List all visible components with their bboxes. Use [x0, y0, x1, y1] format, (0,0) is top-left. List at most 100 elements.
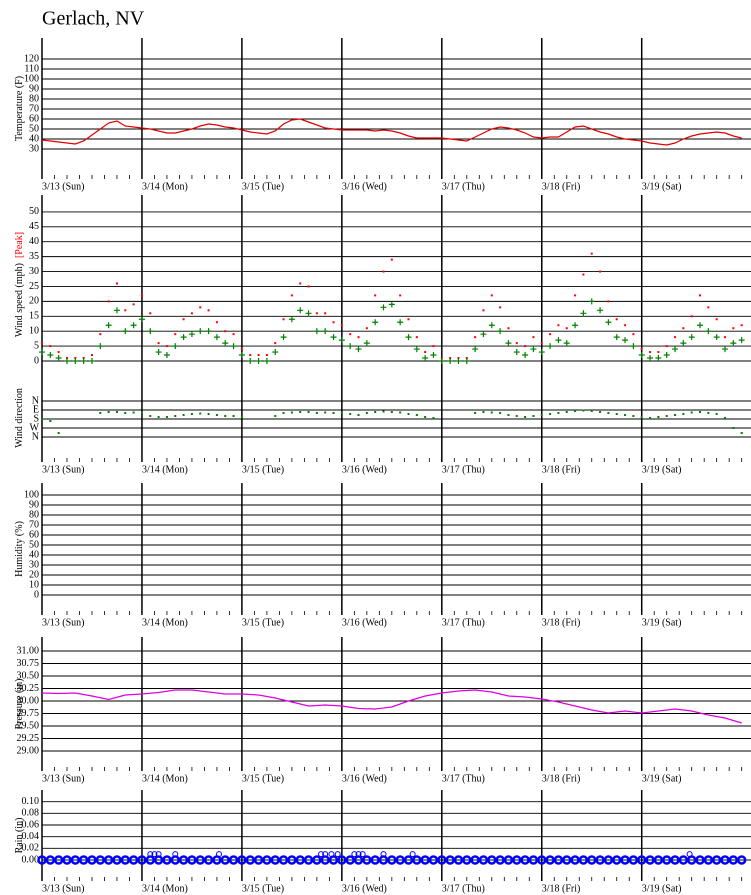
y-tick-label: 50	[29, 123, 39, 134]
dot-mark	[432, 345, 435, 348]
dot-mark	[357, 414, 360, 416]
wind-speed-mark	[405, 334, 412, 341]
rain-mark	[711, 855, 722, 865]
dot-mark	[499, 306, 502, 309]
rain-mark	[645, 855, 655, 865]
dot-mark	[340, 324, 343, 327]
dot-mark	[707, 412, 710, 414]
rain-mark	[203, 855, 214, 865]
wind-speed-mark	[547, 343, 554, 350]
dot-mark	[424, 416, 427, 418]
wind-speed-mark	[380, 304, 387, 311]
wind-speed-mark	[655, 355, 662, 362]
y-tick-label: 100	[24, 73, 39, 84]
rain-mark	[512, 855, 522, 865]
wind-speed-mark	[513, 349, 520, 356]
dot-mark	[640, 416, 643, 418]
wind-speed-mark	[130, 322, 137, 329]
dot-mark	[140, 412, 143, 414]
wind-speed-mark	[55, 355, 62, 362]
wind-speed-mark	[230, 343, 237, 350]
dot-mark	[232, 415, 235, 417]
y-axis-label: Wind direction	[14, 388, 25, 448]
rain-mark	[334, 851, 341, 858]
rain-mark	[720, 855, 730, 865]
dot-mark	[349, 333, 352, 336]
y-axis-title: Rain (in)	[14, 818, 25, 854]
wind-speed-mark	[413, 346, 420, 353]
rain-mark	[628, 855, 639, 865]
dot-mark	[540, 342, 543, 345]
wind-speed-mark	[97, 343, 104, 350]
wind-speed-mark	[347, 343, 354, 350]
y-tick-label: 60	[29, 113, 39, 124]
wind-speed-mark	[72, 358, 79, 364]
dot-mark	[599, 411, 602, 413]
rain-mark	[45, 855, 56, 865]
dot-mark	[140, 294, 143, 297]
wind-speed-mark	[247, 358, 254, 364]
dot-mark	[415, 336, 418, 339]
x-tick-label: 3/16 (Wed)	[342, 464, 387, 475]
y-tick-label: 31.00	[17, 645, 40, 656]
rain-mark	[278, 855, 289, 865]
dot-mark	[682, 327, 685, 330]
dot-mark	[207, 413, 210, 415]
dot-mark	[490, 411, 493, 414]
dot-mark	[299, 411, 302, 413]
rain-mark	[112, 855, 122, 865]
y-tick-label: 120	[24, 53, 39, 64]
dot-mark	[315, 312, 318, 315]
rain-mark	[503, 855, 514, 865]
rain-mark	[686, 855, 697, 865]
rain-mark	[409, 851, 416, 858]
rain-mark	[53, 855, 64, 865]
rain-mark	[520, 855, 530, 865]
wind-speed-mark	[122, 328, 129, 335]
rain-mark	[328, 851, 335, 858]
y-tick-label: 0.10	[22, 796, 40, 807]
rain-mark	[155, 851, 162, 858]
dot-mark	[240, 348, 243, 351]
rain-mark	[545, 855, 555, 865]
wind-speed-mark	[113, 307, 120, 314]
x-tick-label: 3/15 (Tue)	[242, 464, 284, 475]
dot-mark	[474, 336, 477, 339]
rain-mark	[653, 855, 664, 865]
wind-speed-mark	[213, 334, 220, 341]
y-tick-label: 0	[34, 355, 39, 366]
dot-mark	[565, 327, 568, 330]
dot-mark	[332, 412, 335, 414]
wind-speed-mark	[580, 310, 587, 317]
wind-speed-mark	[455, 358, 462, 364]
wind-speed-mark	[680, 340, 687, 347]
rain-mark	[216, 851, 222, 858]
rain-mark	[362, 855, 372, 865]
dot-mark	[307, 411, 310, 413]
dot-mark	[674, 414, 677, 416]
wind-speed-mark	[388, 301, 395, 308]
rain-mark	[245, 855, 255, 865]
page-title: Gerlach, NV	[42, 8, 145, 30]
wind-speed-mark	[372, 319, 379, 326]
wind-speed-mark	[522, 352, 529, 359]
x-tick-label: 3/18 (Fri)	[542, 883, 581, 894]
rain-mark	[287, 855, 297, 865]
wind-speed-mark	[597, 307, 604, 314]
dot-mark	[382, 270, 385, 273]
rain-mark	[495, 855, 505, 865]
dot-mark	[557, 412, 560, 414]
rain-mark	[695, 855, 705, 865]
y-tick-label: 40	[29, 549, 39, 560]
dot-mark	[590, 410, 593, 412]
y-tick-label: 0.04	[22, 831, 40, 842]
wind-speed-mark	[88, 358, 95, 364]
dot-mark	[324, 411, 327, 414]
rain-mark	[328, 855, 339, 865]
y-tick-label: N	[32, 395, 39, 406]
rain-mark	[359, 851, 366, 858]
x-tick-label: 3/13 (Sun)	[42, 464, 85, 475]
x-tick-label: 3/18 (Fri)	[542, 617, 581, 628]
dot-mark	[174, 333, 177, 336]
rain-mark	[403, 855, 414, 865]
